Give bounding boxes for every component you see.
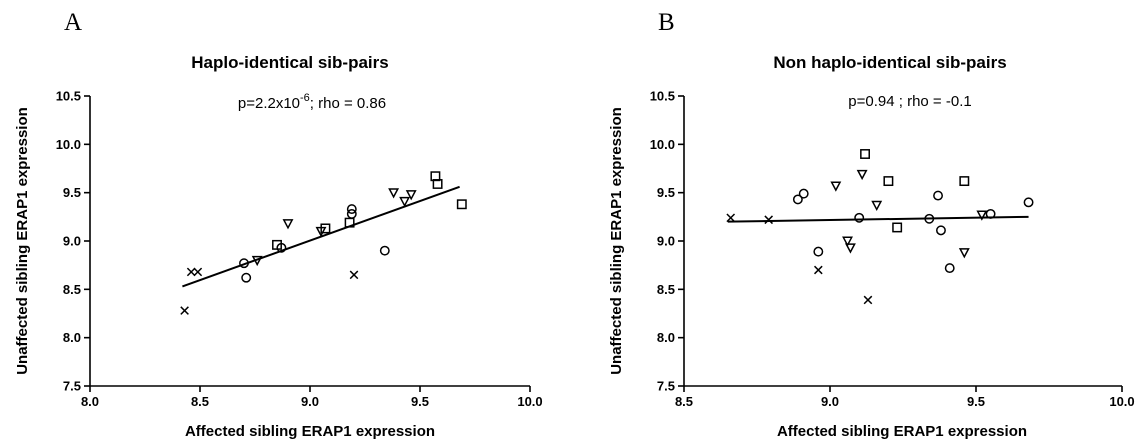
y-tick-label: 9.5 [63,185,81,200]
data-point-circle [241,272,252,283]
data-points-b [726,149,1034,305]
x-tick-label: 10.0 [1109,394,1134,409]
x-tick-label: 8.5 [191,394,209,409]
data-point-circle [936,225,946,236]
data-point-triangle [856,169,868,181]
data-point-cross [863,295,873,305]
data-point-circle [854,212,865,223]
data-point-circle [798,188,809,199]
y-tick-label: 7.5 [657,379,675,394]
y-tick-label: 9.5 [657,185,675,200]
y-tick-label: 9.0 [63,234,81,249]
ticks-a: 7.58.08.59.09.510.010.58.0 8.5 9.0 9.5 10.0 [56,89,543,410]
x-tick-label: 9.0 [301,394,319,409]
data-point-circle [944,263,955,274]
data-point-circle [792,194,803,205]
data-point-circle [813,246,824,257]
y-tick-label: 8.0 [657,330,675,345]
data-point-cross [349,270,359,280]
data-point-square [456,199,467,210]
data-point-triangle [399,196,411,208]
y-tick-label: 10.0 [650,137,675,152]
data-point-triangle [251,255,263,267]
data-point-square [432,179,443,189]
data-point-triangle [842,236,853,247]
data-points-a [180,171,467,315]
y-tick-label: 10.5 [56,89,81,104]
data-point-cross [193,267,203,277]
y-tick-label: 7.5 [63,379,81,394]
y-tick-label: 9.0 [657,234,675,249]
chart-panel-b: B Non haplo-identical sib-pairs p=0.94 ;… [608,9,1135,440]
data-point-triangle [405,190,417,201]
data-point-triangle [976,210,988,221]
data-point-square [959,176,970,187]
data-point-square [883,176,894,187]
data-point-circle [985,208,996,219]
x-tick-label: 9.5 [967,394,985,409]
data-point-square [860,149,870,159]
data-point-cross [186,267,196,277]
data-point-circle [933,190,943,201]
x-tick-label: 9.5 [411,394,429,409]
data-point-circle [239,258,249,269]
chart-title-b: Non haplo-identical sib-pairs [773,53,1006,72]
chart-panel-a: A Haplo-identical sib-pairs p=2.2x10-6; … [14,9,543,440]
ticks-b: 7.5 8.0 8.5 9.0 9.5 10.0 10.5 8.5 9.0 9.5 10.0 [650,89,1135,410]
data-point-triangle [830,181,842,192]
y-tick-label: 10.5 [650,89,675,104]
data-point-cross [180,306,189,315]
data-point-square [320,223,331,234]
data-point-square [892,222,903,233]
data-point-cross [813,265,823,275]
y-tick-label: 8.5 [63,282,81,297]
x-tick-label: 8.0 [81,394,99,409]
data-point-cross [764,215,774,225]
chart-title-a: Haplo-identical sib-pairs [191,53,388,72]
data-point-triangle [871,200,883,212]
data-point-cross [726,213,736,223]
data-point-triangle [388,188,400,199]
data-point-triangle [844,243,856,254]
y-axis-label-b: Unaffected sibling ERAP1 expression [608,107,625,375]
data-point-circle [346,204,357,215]
regression-line [727,215,1029,223]
data-point-square [344,217,355,228]
data-point-square [272,239,282,250]
stats-annotation-a: p=2.2x10-6; rho = 0.86 [238,92,386,112]
data-point-circle [1023,197,1034,208]
y-axis-label-a: Unaffected sibling ERAP1 expression [14,107,31,375]
x-tick-label: 8.5 [675,394,693,409]
data-point-circle [379,245,390,256]
panel-letter-a: A [64,9,82,36]
axes-b [683,96,1122,387]
x-tick-label: 9.0 [821,394,839,409]
x-axis-label-a: Affected sibling ERAP1 expression [185,423,435,440]
y-tick-label: 8.0 [63,330,81,345]
y-tick-label: 10.0 [56,137,81,152]
data-point-triangle [958,248,970,259]
x-axis-label-b: Affected sibling ERAP1 expression [777,423,1027,440]
panel-letter-b: B [658,9,675,36]
data-point-triangle [282,219,294,230]
x-tick-label: 10.0 [517,394,542,409]
stats-annotation-b: p=0.94 ; rho = -0.1 [848,93,971,110]
y-tick-label: 8.5 [657,282,675,297]
data-point-circle [924,213,935,224]
